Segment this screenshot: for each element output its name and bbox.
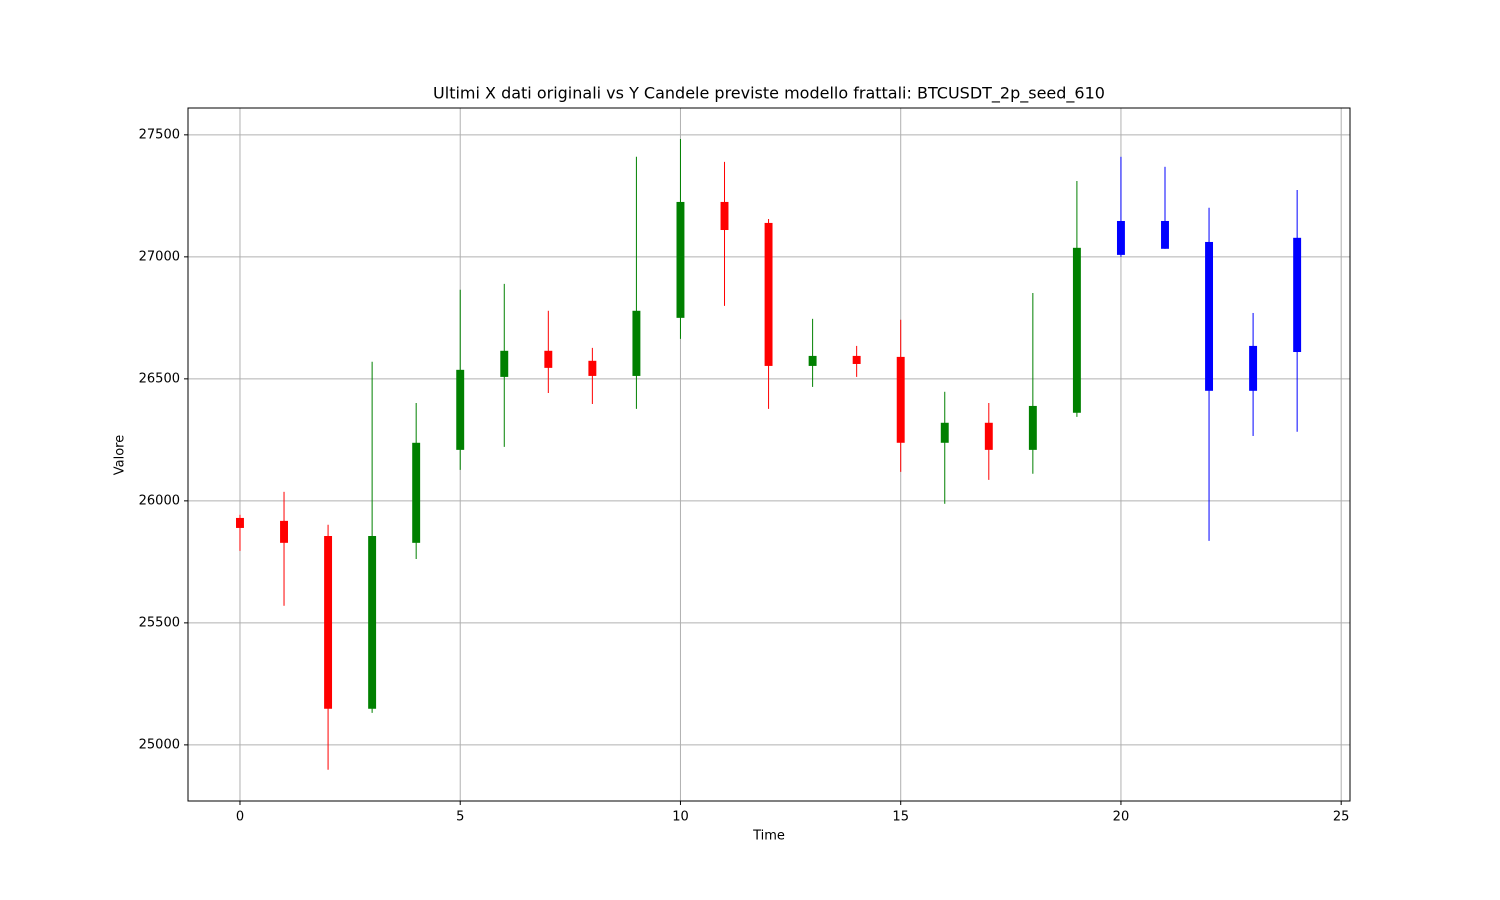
candle-body xyxy=(588,360,597,376)
y-axis-label: Valore xyxy=(113,435,128,475)
plot-area: 0 5 10 15 20 25 25000 25500 26000 26500 27000 27500 xyxy=(139,108,1350,825)
y-tick-label: 25500 xyxy=(139,615,180,630)
x-axis-label: Time xyxy=(752,829,785,844)
candle-body xyxy=(1293,237,1302,353)
x-tick-label: 15 xyxy=(892,810,909,825)
y-tick-label: 26000 xyxy=(139,493,180,508)
candle-body xyxy=(1116,220,1125,255)
y-tick-label: 27000 xyxy=(139,249,180,264)
axes-frame xyxy=(187,107,1351,802)
x-tick-label: 25 xyxy=(1333,810,1350,825)
candle-body xyxy=(1249,345,1258,391)
candle-body xyxy=(236,517,244,528)
x-tick-label: 10 xyxy=(672,810,689,825)
candle-body xyxy=(1028,405,1037,450)
candle-body xyxy=(940,422,949,443)
candle-body xyxy=(1161,220,1169,249)
candle-body xyxy=(280,520,288,543)
y-tick-label: 26500 xyxy=(139,371,180,386)
candle-body xyxy=(720,201,729,231)
candle-body xyxy=(676,201,685,318)
candle-body xyxy=(808,355,817,366)
candle-body xyxy=(324,536,333,709)
x-tick-label: 20 xyxy=(1113,810,1130,825)
candle-body xyxy=(412,442,421,543)
y-tick-label: 27500 xyxy=(139,127,180,142)
candle-body xyxy=(500,350,509,377)
candle-body xyxy=(1205,241,1214,391)
candle-body xyxy=(1072,247,1081,413)
candle-body xyxy=(764,222,773,366)
candle-body xyxy=(896,356,905,443)
candle-body xyxy=(368,536,377,709)
chart-title: Ultimi X dati originali vs Y Candele pre… xyxy=(433,84,1105,104)
candle-body xyxy=(984,422,993,450)
candle-body xyxy=(852,355,861,364)
x-tick-label: 5 xyxy=(456,810,464,825)
y-tick-label: 25000 xyxy=(139,737,180,752)
candle-body xyxy=(632,310,641,376)
candle-body xyxy=(544,350,553,368)
x-tick-label: 0 xyxy=(236,810,244,825)
candle-body xyxy=(456,369,465,450)
